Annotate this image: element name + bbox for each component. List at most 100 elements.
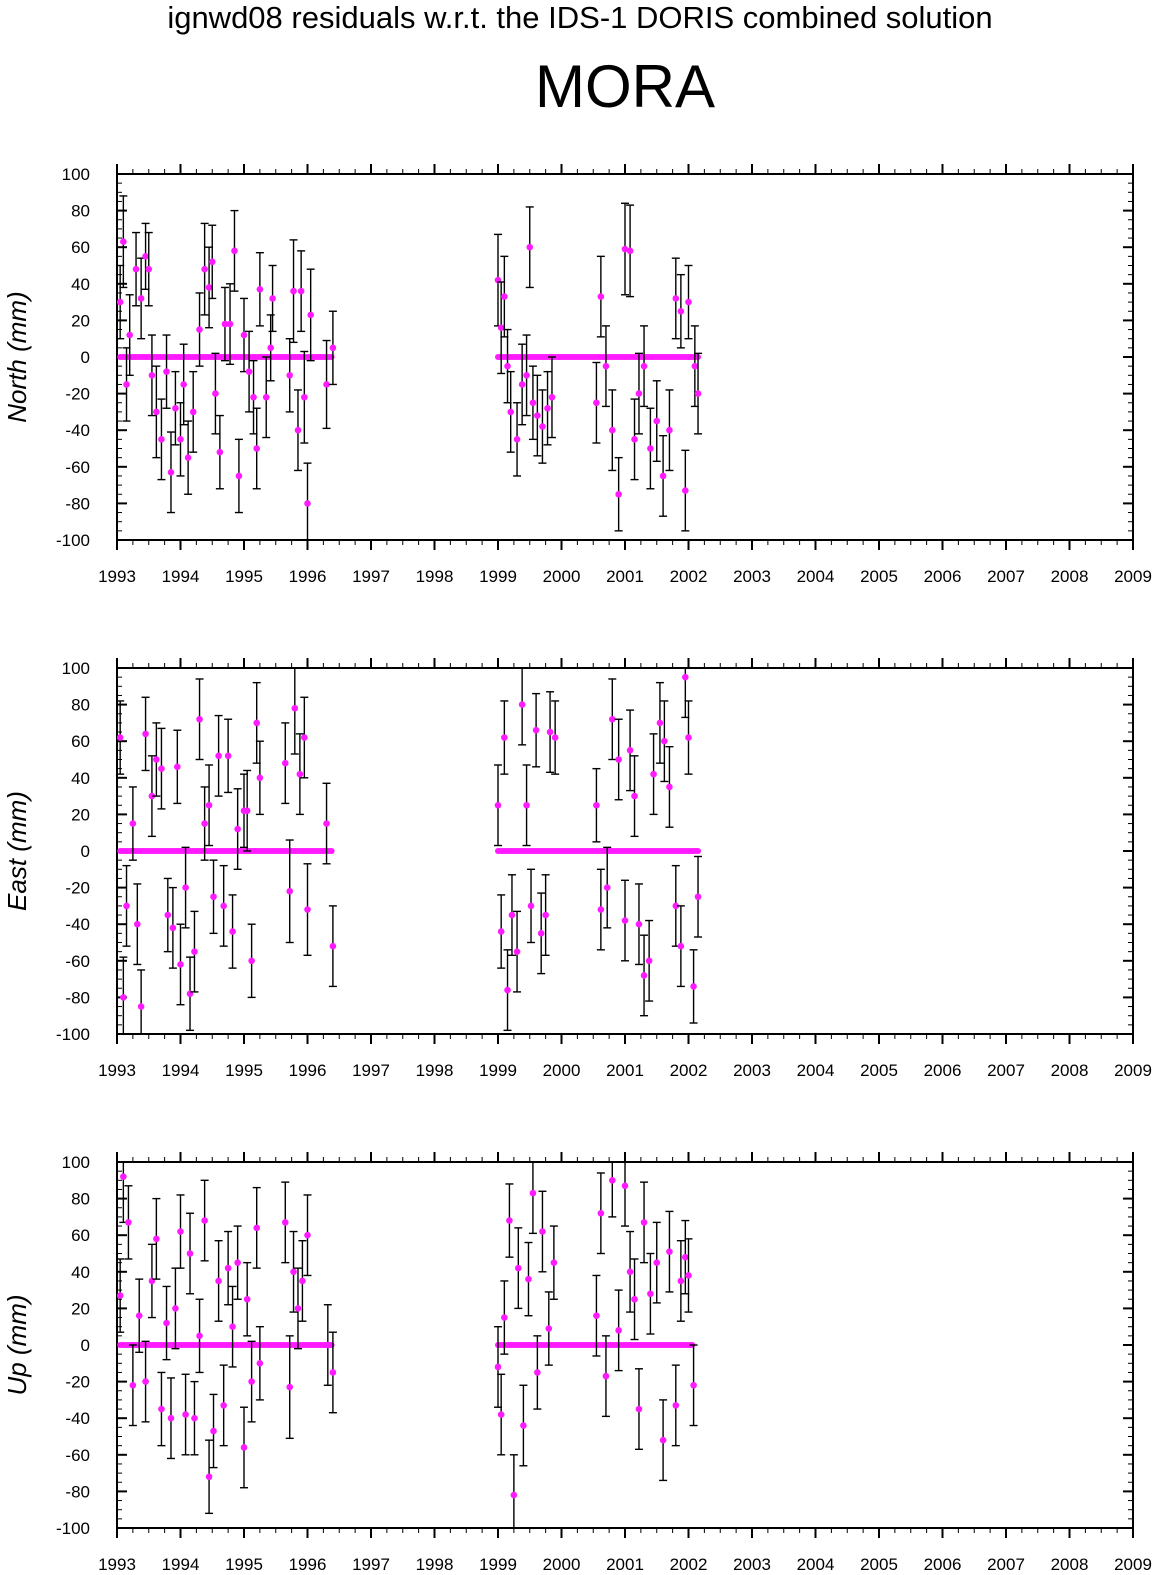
x-tick-label: 2000 (543, 567, 581, 586)
data-point (286, 887, 294, 895)
x-tick-label: 1996 (289, 1061, 327, 1080)
x-tick-label: 1994 (162, 1061, 200, 1080)
y-axis-label: Up (mm) (2, 1294, 32, 1395)
y-tick-label: 80 (71, 202, 90, 221)
data-point (304, 906, 311, 913)
data-point (269, 295, 276, 302)
x-tick-label: 2002 (670, 567, 708, 586)
data-point (290, 1268, 297, 1276)
data-point (205, 1473, 213, 1481)
y-tick-label: 20 (71, 1299, 90, 1318)
x-tick-label: 2001 (606, 567, 644, 586)
data-point (677, 942, 685, 950)
data-point (245, 368, 253, 375)
data-point (677, 1277, 685, 1285)
x-tick-label: 1999 (479, 567, 517, 586)
y-tick-label: 0 (81, 1336, 90, 1355)
chart-up: 1993 1994 1995 1996 1997 1998 1999 2000 2001 2002… (2, 1152, 1152, 1574)
data-point (267, 344, 274, 352)
data-point (120, 1173, 127, 1180)
data-point (323, 381, 330, 388)
x-tick-label: 1995 (225, 1061, 263, 1080)
y-tick-label: 40 (71, 1263, 90, 1282)
data-point (117, 734, 124, 741)
data-point (661, 737, 668, 745)
data-point (609, 715, 616, 723)
data-point (177, 436, 184, 443)
data-point (546, 728, 554, 736)
data-point (631, 1295, 638, 1303)
x-tick-label: 1997 (352, 567, 390, 586)
x-tick-label: 2002 (670, 1061, 708, 1080)
data-point (621, 245, 629, 253)
data-point (494, 801, 502, 809)
data-point (220, 1402, 227, 1409)
data-point (666, 426, 673, 434)
data-point (609, 426, 616, 434)
x-tick-label: 2008 (1051, 1555, 1089, 1574)
data-point (597, 906, 605, 913)
x-tick-label: 2009 (1114, 1061, 1152, 1080)
data-point (508, 911, 516, 919)
data-point (523, 801, 530, 809)
data-point (682, 673, 689, 681)
data-point (518, 701, 526, 708)
data-point (253, 1224, 260, 1232)
data-point (231, 247, 238, 255)
data-point (602, 362, 610, 370)
data-point (123, 381, 130, 388)
data-point (640, 972, 648, 979)
data-point (126, 331, 133, 339)
data-point (229, 1323, 236, 1330)
y-axis-label: East (mm) (2, 791, 32, 911)
y-tick-label: 60 (71, 732, 90, 751)
data-point (497, 324, 505, 332)
data-point (593, 801, 600, 809)
data-point (323, 820, 330, 827)
data-point (158, 765, 165, 772)
y-tick-label: -60 (65, 952, 90, 971)
data-point (507, 408, 514, 416)
data-point (184, 454, 192, 461)
plot-area (117, 1162, 698, 1528)
data-point (123, 902, 130, 910)
x-tick-label: 2008 (1051, 567, 1089, 586)
data-point (243, 1295, 251, 1303)
data-point (506, 1217, 513, 1224)
data-point (216, 448, 224, 456)
x-tick-label: 1998 (416, 1555, 454, 1574)
zero-marker (328, 354, 335, 360)
data-point (137, 1003, 145, 1010)
y-axis-label: North (mm) (2, 291, 32, 422)
data-point (145, 265, 153, 273)
y-tick-label: -100 (56, 1519, 90, 1538)
x-tick-label: 2007 (987, 567, 1025, 586)
data-point (125, 1219, 132, 1226)
data-point (189, 408, 197, 416)
data-point (672, 1402, 680, 1409)
data-point (135, 1312, 143, 1320)
data-point (504, 986, 511, 994)
data-point (542, 911, 549, 919)
data-point (690, 983, 697, 990)
data-point (504, 362, 511, 370)
data-point (174, 763, 181, 771)
data-point (653, 417, 661, 425)
data-point (537, 930, 545, 937)
data-point (550, 1259, 558, 1266)
figure-suptitle: ignwd08 residuals w.r.t. the IDS-1 DORIS… (167, 0, 993, 35)
data-point (167, 1414, 175, 1422)
data-point (281, 1219, 289, 1226)
y-tick-label: -60 (65, 1446, 90, 1465)
data-point (525, 1275, 532, 1283)
data-point (518, 381, 526, 388)
data-point (324, 1341, 332, 1349)
data-point (685, 298, 692, 306)
data-point (659, 1436, 667, 1444)
data-point (510, 1491, 518, 1499)
data-point (501, 293, 508, 300)
x-tick-label: 2006 (924, 567, 962, 586)
data-point (650, 770, 657, 778)
y-tick-label: -20 (65, 879, 90, 898)
x-tick-label: 2001 (606, 1555, 644, 1574)
